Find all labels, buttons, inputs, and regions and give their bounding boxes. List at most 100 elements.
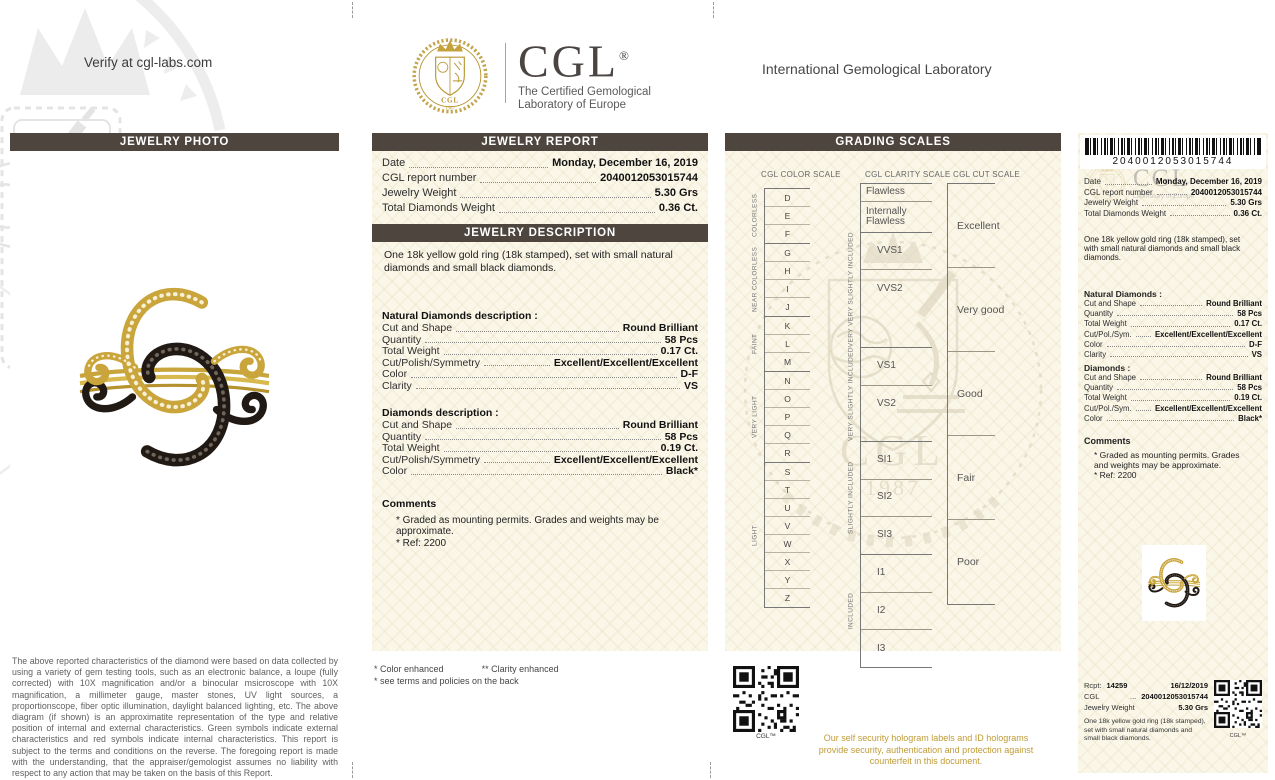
dotted-leader (1130, 399, 1231, 401)
row-value: 0.19 Ct. (1234, 393, 1262, 403)
clarity-grade-cell: I3 (877, 642, 886, 654)
row-value: Monday, December 16, 2019 (552, 157, 698, 169)
color-grade-cell: W (765, 535, 810, 553)
receipt-label: CGL (1084, 692, 1100, 701)
receipt-block: Rcpt: 14259 16/12/2019 CGL ... 204001205… (1084, 680, 1264, 744)
row-value: Round Brilliant (1206, 373, 1262, 382)
row-value: 0.17 Ct. (660, 345, 698, 357)
table-row: Date Monday, December 16, 2019 (382, 156, 698, 171)
clarity-grade-cell: I2 (861, 593, 932, 631)
row-label: Cut/Polish/Symmetry (382, 356, 481, 369)
clarity-grade-cell: SI3 (877, 529, 893, 541)
footnotes: * Color enhanced ** Clarity enhanced * se… (374, 663, 559, 687)
row-value: D-F (680, 368, 699, 380)
hologram-notice: Our self security hologram labels and ID… (818, 733, 1034, 766)
dotted-leader (1110, 356, 1248, 358)
dotted-leader (1117, 389, 1234, 391)
cut-grade-cell: Fair (948, 436, 995, 520)
table-row: Quantity 58 Pcs (1084, 309, 1262, 319)
cut-grade-cell: Poor (957, 556, 980, 568)
dotted-leader (484, 462, 550, 463)
row-value: 58 Pcs (1237, 383, 1262, 393)
color-grade-cell: H (765, 262, 810, 280)
row-value: 5.30 Grs (1230, 198, 1262, 207)
receipt-row: Jewelry Weight 5.30 Grs (1084, 702, 1208, 713)
clarity-group-label: INCLUDED (847, 593, 855, 630)
dotted-leader (480, 182, 597, 183)
footnote-clarity: ** Clarity enhanced (481, 664, 559, 674)
verify-url-text: Verify at cgl-labs.com (84, 55, 213, 70)
row-label: Cut and Shape (382, 322, 453, 334)
stub-comments-section: Comments * Graded as mounting permits. G… (1084, 436, 1246, 480)
clarity-grade-cell: VS2 (877, 398, 896, 410)
color-grade-cell: T (765, 481, 810, 499)
legal-disclaimer: The above reported characteristics of th… (12, 656, 338, 779)
jewelry-photo-panel: JEWELRY PHOTO (10, 133, 339, 638)
receipt-label: Jewelry Weight (1084, 703, 1135, 712)
clarity-group-included: INCLUDED I1 I2 I3 (843, 554, 932, 669)
table-row: Total Weight 0.19 Ct. (382, 442, 698, 455)
panel-header-grading-scales: GRADING SCALES (725, 133, 1061, 151)
table-row: Clarity VS (382, 380, 698, 393)
row-value: 0.19 Ct. (660, 442, 698, 454)
color-grade-cell: G (765, 244, 810, 262)
qr-caption: CGL™ (1229, 733, 1247, 739)
row-label: CGL report number (1084, 187, 1153, 197)
receipt-number: 14259 (1106, 681, 1128, 690)
table-row: CGL report number 2040012053015744 (382, 171, 698, 186)
clarity-grade-cell: I1 (861, 555, 932, 593)
table-row: Quantity 58 Pcs (382, 333, 698, 347)
row-label: Quantity (382, 430, 422, 443)
report-rows: Date Monday, December 16, 2019 CGL repor… (372, 151, 708, 216)
row-label: Cut/Polish/Symmetry (382, 453, 481, 466)
panel-header-jewelry-report: JEWELRY REPORT (372, 133, 708, 151)
row-label: Total Weight (382, 442, 440, 454)
color-grade-cell: D (765, 189, 810, 207)
dotted-leader (456, 330, 619, 332)
receipt-qr-block: CGL™ (1212, 680, 1264, 744)
clarity-group-label (843, 183, 860, 232)
table-row: Jewelry Weight 5.30 Grs (1084, 198, 1262, 209)
row-label: Cut/Pol./Sym. (1084, 403, 1132, 413)
row-label: Color (382, 368, 408, 380)
dotted-leader (1140, 379, 1203, 381)
color-grade-cell: K (765, 317, 810, 335)
dotted-leader (460, 197, 651, 198)
table-row: Total Weight 0.19 Ct. (1084, 393, 1262, 403)
dotted-leader (1117, 315, 1234, 317)
row-label: Total Diamonds Weight (1084, 208, 1167, 218)
tagline-line2: Laboratory of Europe (518, 99, 627, 112)
color-group-label: COLORLESS (751, 193, 759, 238)
cut-grade-cell: Good (948, 352, 995, 436)
row-label: Cut/Pol./Sym. (1084, 329, 1132, 339)
row-label: Cut and Shape (382, 419, 453, 431)
row-value: Black* (665, 465, 698, 477)
section-heading: Diamonds description : (382, 407, 499, 419)
color-group-label: LIGHT (751, 524, 759, 546)
cut-mark (713, 2, 714, 18)
row-label: Quantity (382, 333, 422, 346)
row-value: 2040012053015744 (1190, 187, 1262, 197)
clarity-group-label: VERY VERY SLIGHTLY INCLUDED (847, 232, 855, 348)
qr-caption: CGL™ (756, 733, 776, 740)
cut-grade-cell: Very good (948, 268, 1004, 352)
dotted-leader (443, 450, 657, 452)
footnote-line1: * Color enhanced ** Clarity enhanced (374, 663, 559, 675)
row-value: Excellent/Excellent/Excellent (1154, 329, 1262, 339)
row-value: 58 Pcs (664, 333, 698, 346)
color-grade-cell: R (784, 448, 791, 458)
table-row: Color Black* (382, 465, 698, 478)
table-row: Date Monday, December 16, 2019 (1084, 177, 1262, 188)
logo-acronym-text: CGL (518, 35, 619, 87)
clarity-scale: Flawless Internally Flawless VERY VERY SL… (843, 183, 932, 669)
security-qr-code (733, 666, 799, 732)
detachable-stub: 2040012053015744 CGL Laboratory of Europ… (1078, 133, 1268, 773)
clarity-group-vvs: VERY VERY SLIGHTLY INCLUDED VVS1 VVS2 (843, 232, 932, 348)
table-row: Cut and Shape Round Brilliant (1084, 299, 1262, 309)
dotted-leader (1170, 215, 1230, 216)
clarity-grade-cell: SI1 (861, 442, 932, 480)
ring-photo-thumbnail (1145, 550, 1203, 616)
color-grade-cell: X (765, 553, 810, 571)
dotted-leader (1106, 420, 1235, 422)
color-grade-cell: N (765, 372, 810, 390)
